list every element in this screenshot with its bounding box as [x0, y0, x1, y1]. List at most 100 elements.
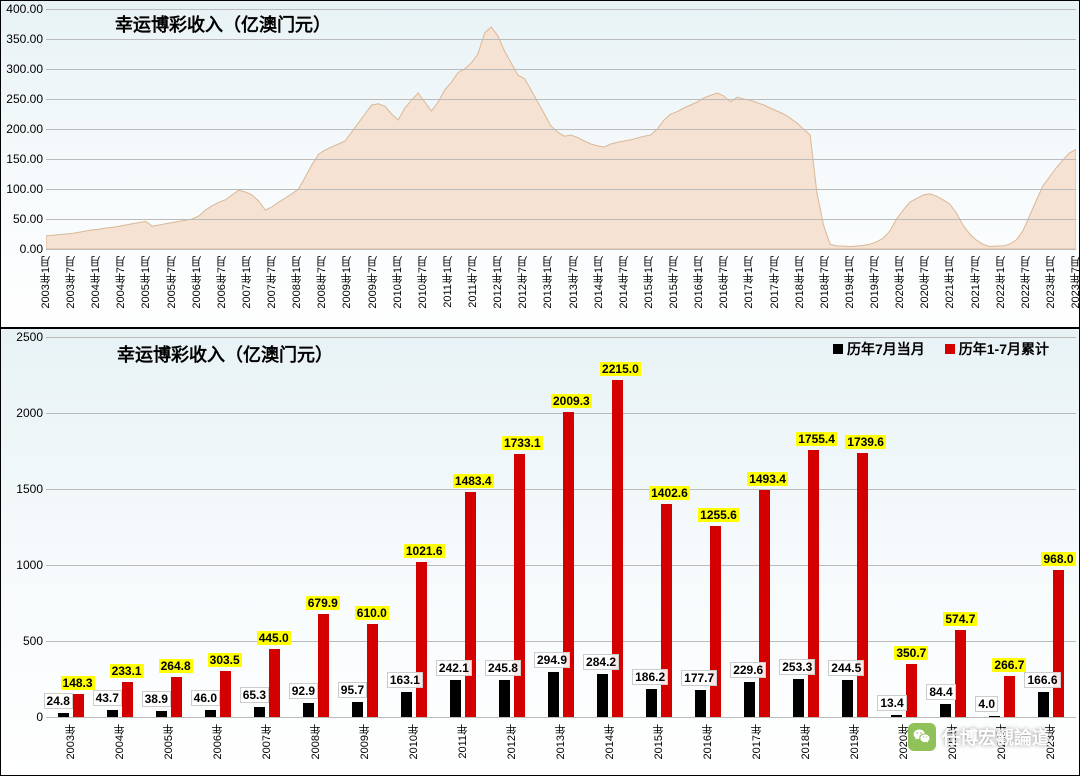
bar-cumulative — [367, 624, 378, 717]
gridline — [46, 159, 1076, 160]
bar-month — [107, 710, 118, 717]
x-tick: 2006年7月 — [214, 256, 230, 309]
x-tick: 2016年 — [700, 724, 716, 759]
bar-month — [156, 711, 167, 717]
bar-cumulative — [73, 694, 84, 717]
bar-month — [597, 674, 608, 717]
x-tick: 2020年7月 — [917, 256, 933, 309]
x-tick: 2004年 — [112, 724, 128, 759]
watermark: 任博宏觀論道 — [908, 723, 1050, 751]
x-tick: 2017年7月 — [767, 256, 783, 309]
x-tick: 2016年1月 — [691, 256, 707, 309]
label-month: 244.5 — [828, 660, 864, 676]
x-tick: 2021年7月 — [968, 256, 984, 309]
label-month: 253.3 — [779, 659, 815, 675]
label-cumulative: 574.7 — [943, 612, 977, 626]
bar-cumulative — [171, 677, 182, 717]
label-cumulative: 1402.6 — [649, 486, 690, 500]
y-tick: 50.00 — [3, 212, 43, 226]
bar-month — [548, 672, 559, 717]
area-path — [46, 27, 1076, 249]
gridline — [46, 717, 1076, 718]
x-tick: 2008年 — [308, 724, 324, 759]
x-tick: 2008年7月 — [314, 256, 330, 309]
label-month: 43.7 — [93, 690, 122, 706]
bar-month — [989, 716, 1000, 717]
bar-month — [744, 682, 755, 717]
x-tick: 2020年1月 — [892, 256, 908, 309]
bar-month — [891, 715, 902, 717]
x-tick: 2018年1月 — [792, 256, 808, 309]
bar-month — [254, 707, 265, 717]
x-tick: 2010年 — [406, 724, 422, 759]
bar-month — [352, 702, 363, 717]
bar-cumulative — [857, 453, 868, 717]
bar-month — [1038, 692, 1049, 717]
gridline — [46, 219, 1076, 220]
top-y-axis: 0.0050.00100.00150.00200.00250.00300.003… — [1, 9, 43, 249]
label-cumulative: 1255.6 — [698, 508, 739, 522]
label-cumulative: 968.0 — [1041, 552, 1075, 566]
label-cumulative: 1493.4 — [747, 472, 788, 486]
bar-cumulative — [514, 454, 525, 717]
top-x-axis: 2003年1月2003年7月2004年1月2004年7月2005年1月2005年… — [46, 254, 1076, 329]
y-tick: 350.00 — [3, 32, 43, 46]
gridline — [46, 189, 1076, 190]
bar-cumulative — [955, 630, 966, 717]
y-tick: 2000 — [3, 406, 43, 420]
label-cumulative: 1733.1 — [502, 436, 543, 450]
label-month: 186.2 — [632, 669, 668, 685]
x-tick: 2010年1月 — [390, 256, 406, 309]
x-tick: 2012年1月 — [490, 256, 506, 309]
x-tick: 2023年1月 — [1043, 256, 1059, 309]
bar-cumulative — [416, 562, 427, 717]
y-tick: 500 — [3, 634, 43, 648]
label-month: 294.9 — [534, 652, 570, 668]
x-tick: 2021年1月 — [942, 256, 958, 309]
x-tick: 2022年1月 — [993, 256, 1009, 309]
label-month: 163.1 — [387, 672, 423, 688]
y-tick: 1500 — [3, 482, 43, 496]
bar-month — [793, 679, 804, 718]
bar-month — [450, 680, 461, 717]
label-month: 242.1 — [436, 660, 472, 676]
bar-cumulative — [220, 671, 231, 717]
bar-cumulative — [661, 504, 672, 717]
x-tick: 2008年1月 — [289, 256, 305, 309]
gridline — [46, 129, 1076, 130]
y-tick: 1000 — [3, 558, 43, 572]
label-month: 245.8 — [485, 660, 521, 676]
y-tick: 0 — [3, 710, 43, 724]
x-tick: 2012年7月 — [515, 256, 531, 309]
gridline — [46, 39, 1076, 40]
x-tick: 2004年7月 — [113, 256, 129, 309]
x-tick: 2003年7月 — [63, 256, 79, 309]
y-tick: 2500 — [3, 330, 43, 344]
bottom-y-axis: 05001000150020002500 — [1, 337, 43, 717]
x-tick: 2005年 — [161, 724, 177, 759]
label-cumulative: 445.0 — [257, 631, 291, 645]
label-month: 284.2 — [583, 654, 619, 670]
y-tick: 0.00 — [3, 242, 43, 256]
x-tick: 2003年 — [63, 724, 79, 759]
label-month: 4.0 — [975, 696, 998, 712]
bar-month — [303, 703, 314, 717]
x-tick: 2017年1月 — [741, 256, 757, 309]
x-tick: 2023年7月 — [1068, 256, 1080, 309]
x-tick: 2015年 — [651, 724, 667, 759]
x-tick: 2007年 — [259, 724, 275, 759]
x-tick: 2012年 — [504, 724, 520, 759]
x-tick: 2005年7月 — [164, 256, 180, 309]
x-tick: 2015年1月 — [641, 256, 657, 309]
x-tick: 2019年7月 — [867, 256, 883, 309]
x-tick: 2016年7月 — [716, 256, 732, 309]
label-month: 13.4 — [877, 695, 906, 711]
bar-cumulative — [563, 412, 574, 717]
bottom-plot-area: 148.324.8233.143.7264.838.9303.546.0445.… — [46, 337, 1076, 717]
label-month: 229.6 — [730, 662, 766, 678]
wechat-icon — [908, 723, 936, 751]
label-cumulative: 233.1 — [110, 664, 144, 678]
y-tick: 100.00 — [3, 182, 43, 196]
label-cumulative: 2215.0 — [600, 362, 641, 376]
bar-month — [58, 713, 69, 717]
